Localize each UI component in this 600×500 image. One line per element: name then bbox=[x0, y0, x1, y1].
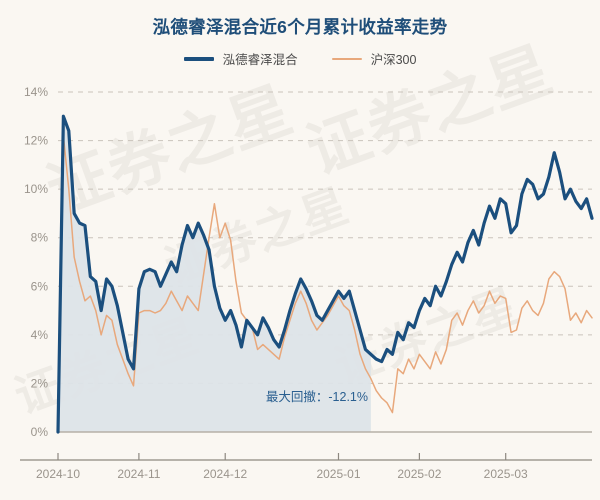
legend-label-fund: 泓德睿泽混合 bbox=[222, 53, 298, 67]
x-axis-tick-label: 2025-03 bbox=[484, 467, 528, 481]
y-axis-tick-label: 10% bbox=[24, 182, 48, 196]
y-axis-tick-label: 14% bbox=[24, 85, 48, 99]
legend-item-fund[interactable]: 泓德睿泽混合 bbox=[183, 49, 298, 68]
series-line-fund bbox=[56, 114, 594, 434]
max-drawdown-annotation: 最大回撤：-12.1% bbox=[266, 389, 368, 404]
chart-legend: 泓德睿泽混合 沪深300 bbox=[0, 49, 600, 68]
x-axis-tick-label: 2024-11 bbox=[117, 467, 160, 481]
y-axis-tick-label: 0% bbox=[31, 425, 49, 439]
legend-swatch-fund bbox=[183, 56, 214, 61]
x-axis-tick-label: 2025-02 bbox=[397, 467, 441, 481]
x-axis-tick-label: 2024-10 bbox=[36, 467, 80, 481]
series-line-benchmark bbox=[57, 134, 593, 433]
page-title: 泓德睿泽混合近6个月累计收益率走势 bbox=[152, 17, 448, 37]
legend-label-benchmark: 沪深300 bbox=[370, 53, 417, 67]
y-axis-tick-label: 6% bbox=[31, 279, 49, 293]
y-axis-tick-label: 8% bbox=[31, 231, 49, 245]
x-axis-tick-label: 2024-12 bbox=[203, 467, 247, 481]
y-axis-tick-label: 4% bbox=[31, 328, 49, 342]
legend-swatch-benchmark bbox=[331, 57, 362, 60]
x-axis-tick-label: 2025-01 bbox=[316, 467, 360, 481]
legend-item-benchmark[interactable]: 沪深300 bbox=[331, 49, 417, 68]
drawdown-shaded-region bbox=[58, 116, 371, 433]
y-axis-tick-label: 12% bbox=[24, 134, 48, 148]
y-axis-tick-label: 2% bbox=[31, 376, 49, 390]
